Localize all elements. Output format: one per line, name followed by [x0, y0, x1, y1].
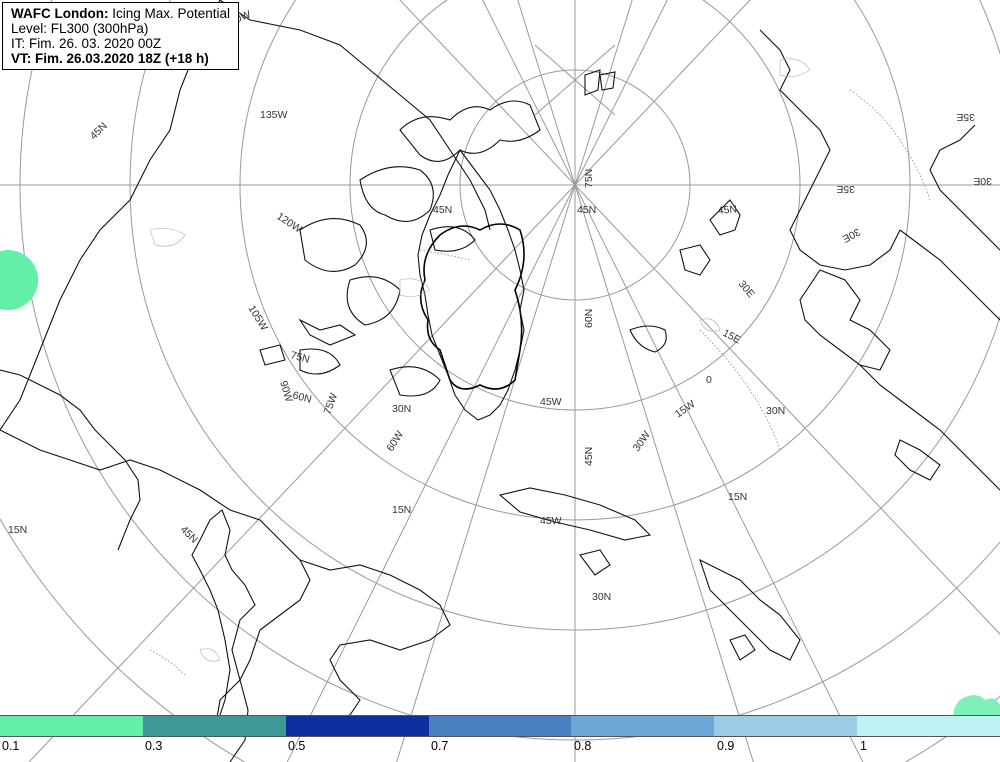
- svg-text:15N: 15N: [8, 524, 27, 536]
- title-line1: WAFC London: Icing Max. Potential: [11, 6, 230, 21]
- title-box: WAFC London: Icing Max. Potential Level:…: [2, 2, 239, 70]
- svg-text:30E: 30E: [973, 175, 992, 187]
- map-svg: 150W 135W 120W 105W 90W 75W 60W 45W 45W …: [0, 0, 1000, 762]
- svg-text:45N: 45N: [433, 204, 452, 216]
- svg-text:30N: 30N: [766, 405, 785, 417]
- svg-text:35E: 35E: [956, 111, 975, 123]
- map-background: [0, 0, 1000, 762]
- svg-text:60N: 60N: [583, 309, 595, 328]
- title-line2: Level: FL300 (300hPa): [11, 21, 230, 36]
- map-container: 150W 135W 120W 105W 90W 75W 60W 45W 45W …: [0, 0, 1000, 762]
- title-subtitle: Icing Max. Potential: [112, 6, 230, 21]
- colorbar-labels: 0.1 0.3 0.5 0.7 0.8 0.9 1: [0, 737, 1000, 762]
- cb-label-3: 0.7: [431, 739, 448, 753]
- title-line3: IT: Fim. 26. 03. 2020 00Z: [11, 36, 230, 51]
- cb-label-1: 0.3: [145, 739, 162, 753]
- colorbar-strip: [0, 715, 1000, 737]
- title-line4: VT: Fim. 26.03.2020 18Z (+18 h): [11, 51, 230, 66]
- svg-text:15N: 15N: [392, 504, 411, 516]
- colorbar-legend: 0.1 0.3 0.5 0.7 0.8 0.9 1: [0, 715, 1000, 762]
- cb-label-4: 0.8: [574, 739, 591, 753]
- cb-segment-4: [571, 716, 714, 736]
- cb-segment-1: [143, 716, 286, 736]
- svg-text:75N: 75N: [583, 169, 595, 188]
- svg-text:0: 0: [706, 374, 712, 386]
- cb-segment-3: [429, 716, 572, 736]
- svg-text:45W: 45W: [540, 515, 562, 527]
- cb-segment-0: [0, 716, 143, 736]
- title-wafc-label: WAFC London:: [11, 6, 108, 21]
- svg-text:30N: 30N: [592, 591, 611, 603]
- cb-segment-6: [857, 716, 1000, 736]
- cb-label-0: 0.1: [2, 739, 19, 753]
- svg-text:45N: 45N: [577, 204, 596, 216]
- svg-text:45W: 45W: [540, 396, 562, 408]
- svg-text:35E: 35E: [836, 183, 855, 195]
- svg-text:15N: 15N: [728, 491, 747, 503]
- cb-label-6: 1: [860, 739, 867, 753]
- cb-label-5: 0.9: [717, 739, 734, 753]
- cb-segment-5: [714, 716, 857, 736]
- svg-text:30N: 30N: [392, 403, 411, 415]
- cb-segment-2: [286, 716, 429, 736]
- svg-text:45N: 45N: [717, 203, 737, 217]
- svg-text:135W: 135W: [260, 109, 288, 121]
- svg-text:45N: 45N: [583, 447, 595, 466]
- cb-label-2: 0.5: [288, 739, 305, 753]
